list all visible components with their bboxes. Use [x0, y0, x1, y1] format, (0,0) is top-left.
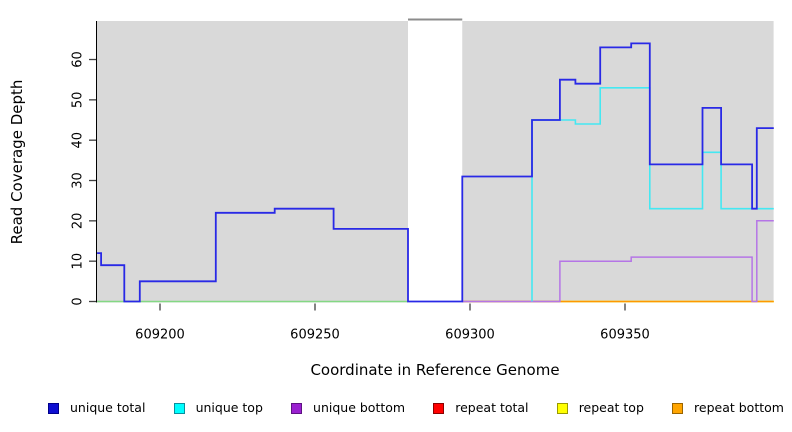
x-tick-label: 609250: [290, 328, 340, 343]
y-tick-label: 50: [71, 92, 86, 109]
legend-label: repeat total: [455, 399, 529, 415]
legend-label: unique top: [195, 399, 263, 415]
x-tick-label: 609200: [135, 328, 185, 343]
y-tick-label: 0: [71, 297, 86, 305]
legend-swatch-icon: [556, 402, 568, 414]
legend-item-repeat-bottom: repeat bottom: [672, 399, 784, 415]
y-tick-label: 10: [71, 253, 86, 270]
y-tick-label: 40: [71, 132, 86, 149]
y-tick-label: 60: [71, 51, 86, 68]
legend-label: unique total: [70, 399, 146, 415]
legend-item-repeat-top: repeat top: [556, 399, 644, 415]
y-axis-title: Read Coverage Depth: [8, 79, 26, 245]
legend-item-unique-total: unique total: [48, 399, 146, 415]
legend-label: repeat bottom: [694, 399, 784, 415]
y-tick-label: 20: [71, 213, 86, 230]
series-unique-bottom: [462, 220, 774, 303]
series-unique-total: [97, 42, 774, 303]
x-tick-label: 609300: [445, 328, 495, 343]
coverage-gap-region: [408, 19, 463, 303]
legend-item-unique-top: unique top: [173, 399, 263, 415]
legend-item-repeat-total: repeat total: [433, 399, 529, 415]
legend-swatch-icon: [433, 402, 445, 414]
legend-label: unique bottom: [313, 399, 406, 415]
legend-swatch-icon: [291, 402, 303, 414]
legend-swatch-icon: [672, 402, 684, 414]
legend-swatch-icon: [173, 402, 185, 414]
legend: unique total unique top unique bottom repea…: [48, 398, 784, 418]
y-tick-label: 30: [71, 172, 86, 189]
legend-swatch-icon: [48, 402, 59, 414]
x-tick-label: 609350: [600, 328, 650, 343]
x-axis-title: Coordinate in Reference Genome: [310, 361, 560, 379]
legend-label: repeat top: [578, 399, 644, 415]
coverage-gap-top-border: [408, 18, 463, 21]
legend-item-unique-bottom: unique bottom: [291, 399, 406, 415]
